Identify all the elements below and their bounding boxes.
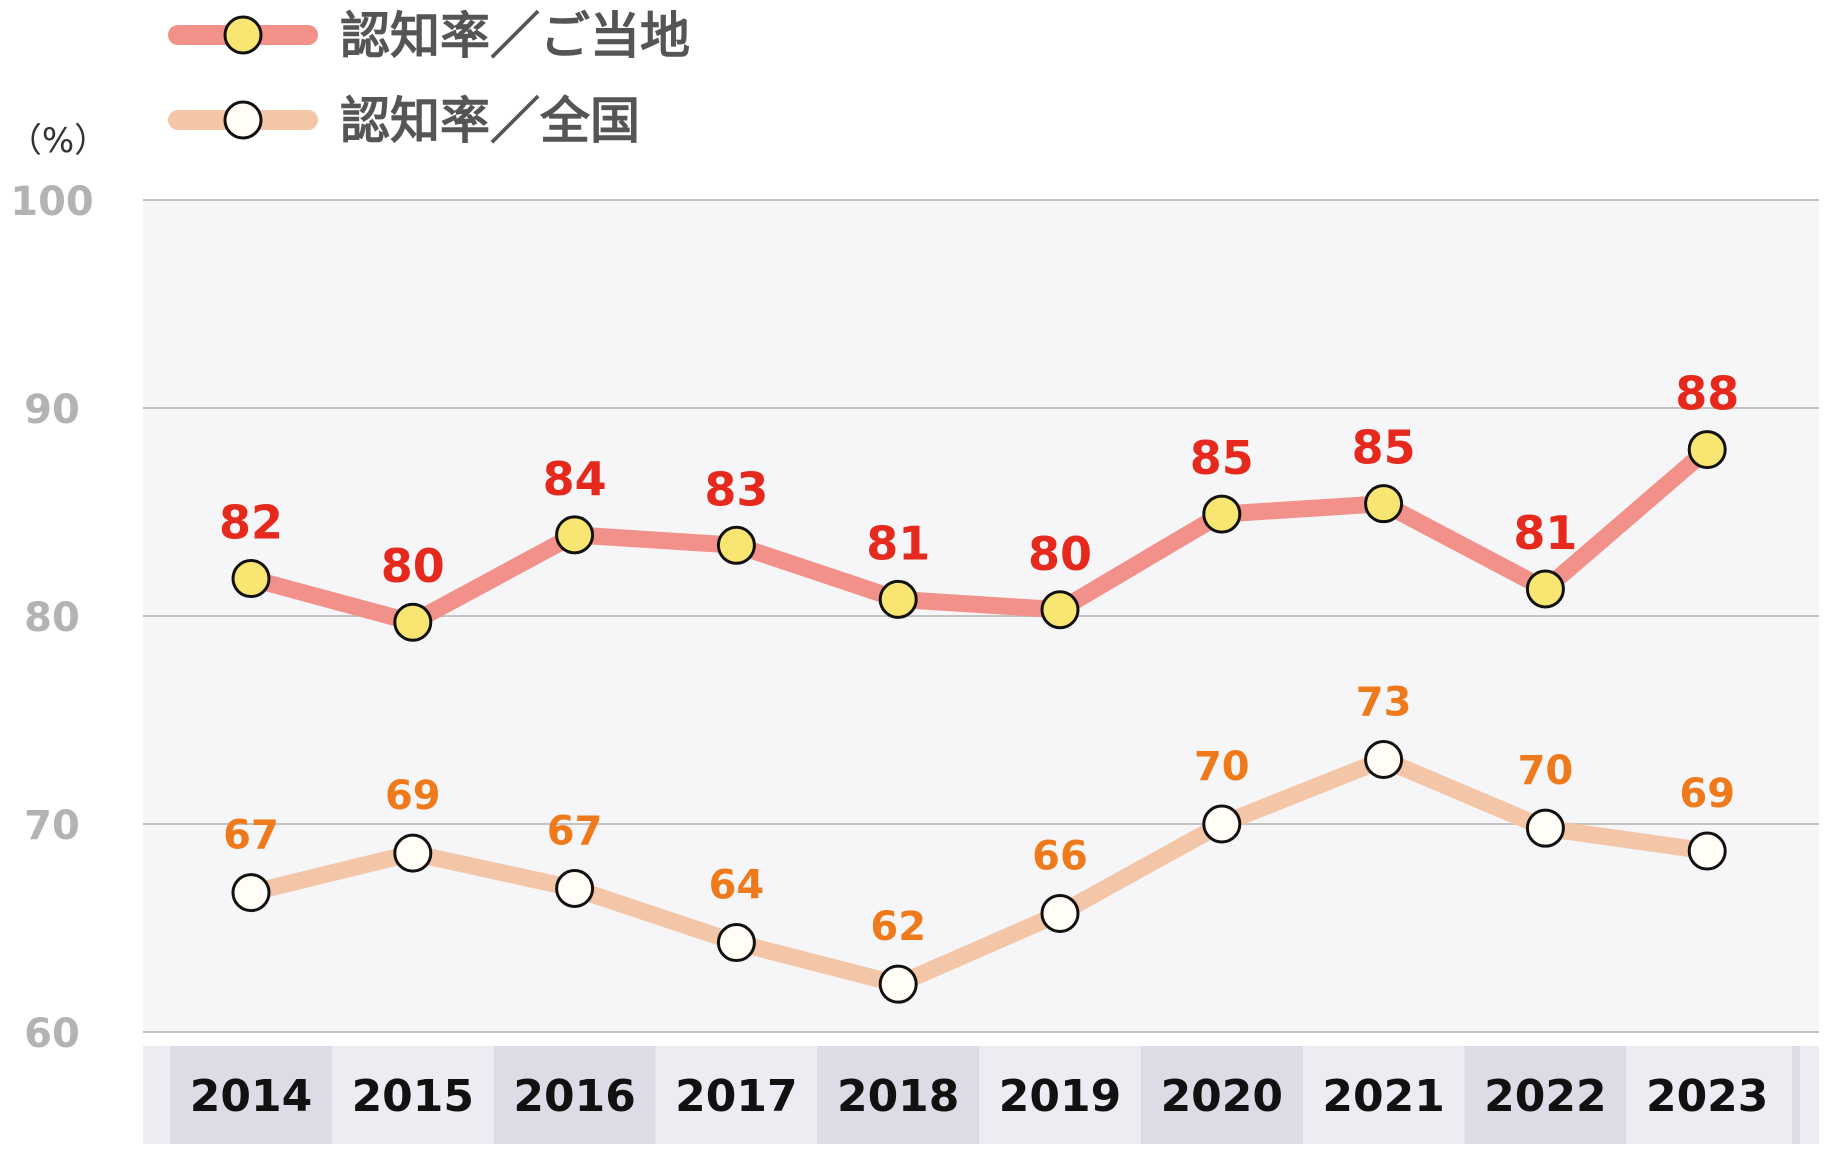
point-s1-2017[interactable] (716, 923, 756, 963)
legend-label-national: 認知率／全国 (340, 92, 640, 150)
legend-item-national[interactable]: 認知率／全国 (168, 92, 640, 150)
point-s0-2023[interactable] (1687, 430, 1727, 470)
point-s1-2014[interactable] (231, 873, 271, 913)
data-label-s0-2023: 88 (1675, 367, 1739, 421)
point-s1-2022[interactable] (1525, 808, 1565, 848)
x-tick-2022: 2022 (1484, 1071, 1606, 1122)
y-tick-100: 100 (10, 179, 94, 225)
data-label-s1-2021: 73 (1356, 680, 1412, 726)
data-label-s1-2023: 69 (1679, 771, 1735, 817)
x-tick-2021: 2021 (1322, 1071, 1444, 1122)
point-s0-2018[interactable] (878, 579, 918, 619)
x-tick-2020: 2020 (1161, 1071, 1283, 1122)
legend: 認知率／ご当地 認知率／全国 (168, 7, 690, 150)
x-band-cell-2016 (493, 1046, 656, 1144)
point-s1-2015[interactable] (393, 833, 433, 873)
point-s0-2020[interactable] (1202, 494, 1242, 534)
x-tick-2014: 2014 (190, 1071, 312, 1122)
data-label-s1-2020: 70 (1194, 744, 1250, 790)
legend-marker-local (223, 15, 263, 55)
point-s1-2020[interactable] (1202, 804, 1242, 844)
data-label-s0-2016: 84 (543, 452, 607, 506)
data-label-s1-2015: 69 (385, 773, 441, 819)
series-line-1 (242, 751, 1716, 993)
data-label-s1-2017: 64 (709, 863, 765, 909)
data-label-s0-2017: 83 (704, 462, 768, 516)
point-s1-2016[interactable] (555, 868, 595, 908)
x-tick-2016: 2016 (513, 1071, 635, 1122)
x-band-cell-2018 (817, 1046, 980, 1144)
data-label-s1-2018: 62 (870, 904, 926, 950)
point-s0-2015[interactable] (393, 602, 433, 642)
point-s0-2022[interactable] (1525, 569, 1565, 609)
point-s1-2019[interactable] (1040, 893, 1080, 933)
data-label-s0-2018: 81 (866, 516, 930, 570)
point-s1-2023[interactable] (1687, 831, 1727, 871)
point-s0-2014[interactable] (231, 559, 271, 599)
legend-item-local[interactable]: 認知率／ご当地 (168, 7, 690, 65)
data-label-s1-2019: 66 (1032, 833, 1088, 879)
series-line-0 (242, 441, 1716, 631)
x-band-edge (1792, 1046, 1800, 1144)
data-label-s0-2022: 81 (1513, 506, 1577, 560)
y-tick-60: 60 (24, 1011, 80, 1057)
data-label-s0-2021: 85 (1352, 421, 1416, 475)
data-label-s0-2015: 80 (381, 539, 445, 593)
x-axis-band: 2014 2015 2016 2017 2018 2019 2020 2021 2022 2023 (143, 1046, 1819, 1144)
point-s0-2021[interactable] (1364, 484, 1404, 524)
point-s0-2019[interactable] (1040, 590, 1080, 630)
y-axis-ticks: 100 90 80 70 60 (10, 179, 94, 1057)
y-tick-70: 70 (24, 803, 80, 849)
x-band-cell-2020 (1140, 1046, 1303, 1144)
x-tick-2017: 2017 (675, 1071, 797, 1122)
y-axis-unit-label: （%） (8, 121, 108, 161)
point-s0-2017[interactable] (716, 525, 756, 565)
data-label-s1-2016: 67 (547, 808, 603, 854)
data-label-s0-2014: 82 (219, 496, 283, 550)
y-tick-90: 90 (24, 387, 80, 433)
y-tick-80: 80 (24, 595, 80, 641)
data-label-s1-2014: 67 (223, 813, 279, 859)
data-label-s1-2022: 70 (1518, 748, 1574, 794)
x-tick-2019: 2019 (999, 1071, 1121, 1122)
x-band-cell-2022 (1464, 1046, 1627, 1144)
point-s1-2018[interactable] (878, 964, 918, 1004)
point-s1-2021[interactable] (1364, 740, 1404, 780)
legend-marker-national (223, 100, 263, 140)
series-group: 82 80 84 83 81 80 85 85 81 88 67 69 67 64 62 66 70 73 70 69 (219, 367, 1739, 1004)
x-tick-2018: 2018 (837, 1071, 959, 1122)
legend-label-local: 認知率／ご当地 (340, 7, 690, 65)
x-tick-2015: 2015 (352, 1071, 474, 1122)
point-s0-2016[interactable] (555, 515, 595, 555)
data-label-s0-2020: 85 (1190, 431, 1254, 485)
x-tick-2023: 2023 (1646, 1071, 1768, 1122)
x-band-cell-2014 (170, 1046, 332, 1144)
data-label-s0-2019: 80 (1028, 527, 1092, 581)
